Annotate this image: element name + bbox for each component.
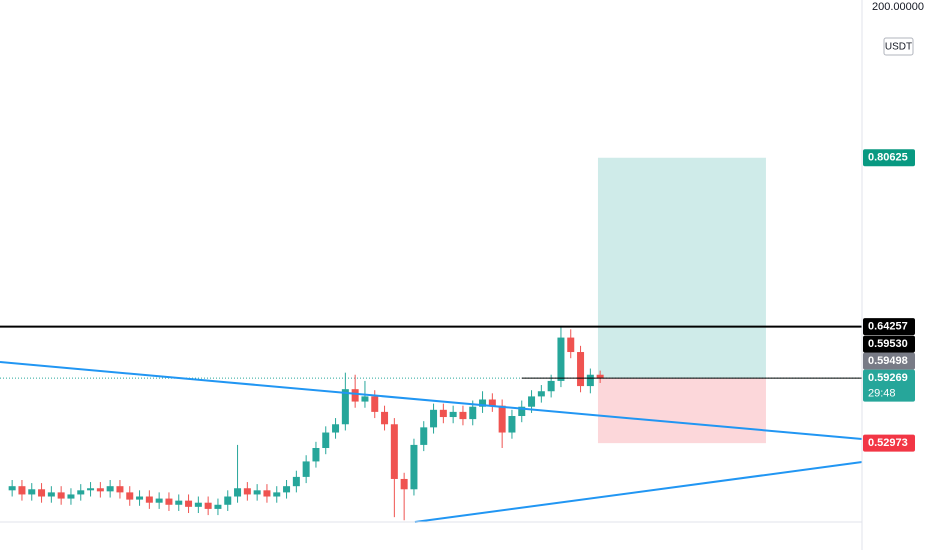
candle-body bbox=[204, 502, 212, 509]
candle-body bbox=[28, 489, 36, 495]
candle-body bbox=[145, 496, 153, 503]
candle-body bbox=[586, 374, 594, 387]
candle-body bbox=[439, 409, 447, 418]
candle-body bbox=[136, 496, 144, 500]
candle-body bbox=[537, 391, 545, 397]
candle-body bbox=[322, 432, 330, 449]
candle-body bbox=[165, 498, 173, 505]
candle-body bbox=[371, 396, 379, 412]
candle-body bbox=[390, 424, 398, 479]
candle-body bbox=[420, 427, 428, 445]
candle-body bbox=[77, 490, 85, 495]
candle-body bbox=[351, 389, 359, 402]
candle-body bbox=[469, 406, 477, 420]
candle-body bbox=[194, 502, 202, 507]
candle-body bbox=[224, 496, 232, 505]
candle-body bbox=[243, 488, 251, 495]
countdown: 29:48 bbox=[868, 388, 896, 400]
trendline bbox=[414, 461, 863, 523]
candle-body bbox=[488, 399, 496, 406]
candle-body bbox=[332, 424, 340, 433]
candle-body bbox=[175, 500, 183, 505]
candle-body bbox=[292, 476, 300, 487]
currency-box[interactable] bbox=[883, 37, 914, 56]
candle-body bbox=[234, 488, 242, 497]
candle-body bbox=[479, 399, 487, 407]
candle-body bbox=[528, 396, 536, 407]
candle-body bbox=[596, 374, 604, 379]
candle-body bbox=[67, 494, 75, 499]
price-badge-label: 0.80625 bbox=[868, 152, 908, 164]
candle-body bbox=[96, 488, 104, 492]
price-badge-label: 0.59530 bbox=[868, 338, 908, 350]
price-badge-label: 0.59498 bbox=[868, 355, 908, 367]
candle-body bbox=[312, 448, 320, 462]
candle-body bbox=[567, 337, 575, 353]
candle-body bbox=[106, 486, 114, 492]
candle-body bbox=[341, 389, 349, 425]
price-badge bbox=[863, 352, 915, 370]
candle-body bbox=[557, 337, 565, 381]
candle-body bbox=[400, 478, 408, 490]
candle-body bbox=[18, 486, 26, 495]
candle-body bbox=[518, 406, 526, 417]
candle-body bbox=[508, 416, 516, 433]
candle-body bbox=[381, 411, 389, 425]
currency: USDT bbox=[885, 42, 912, 53]
candle-body bbox=[459, 411, 467, 420]
candle-body bbox=[38, 489, 46, 497]
candle-body bbox=[155, 498, 163, 503]
candle-body bbox=[253, 490, 261, 495]
candle-body bbox=[498, 405, 506, 433]
candle-body bbox=[214, 504, 222, 509]
candle-body bbox=[577, 352, 585, 387]
candle-body bbox=[126, 492, 134, 500]
price-badge bbox=[863, 149, 915, 167]
price-badge bbox=[863, 434, 915, 452]
candle-body bbox=[185, 500, 193, 507]
candle-body bbox=[430, 409, 438, 428]
price-badge-label: 0.64257 bbox=[868, 321, 908, 333]
candle-body bbox=[8, 486, 16, 491]
candle-body bbox=[57, 492, 65, 499]
candle-body bbox=[283, 486, 291, 493]
stop-zone bbox=[597, 378, 766, 444]
candle-body bbox=[116, 486, 124, 493]
price-badge-label: 0.52973 bbox=[868, 437, 908, 449]
candle-body bbox=[410, 444, 418, 490]
candle-body bbox=[263, 490, 271, 497]
price-badge bbox=[863, 335, 915, 353]
top-label: 200.00000 bbox=[872, 1, 924, 13]
candle-body bbox=[87, 488, 95, 491]
candle-body bbox=[449, 411, 457, 418]
price-badge-label: 0.59269 bbox=[868, 372, 908, 384]
candle-body bbox=[361, 396, 369, 402]
candle-body bbox=[302, 461, 310, 477]
candle-body bbox=[547, 380, 555, 392]
candle-body bbox=[273, 492, 281, 497]
price-badge bbox=[863, 318, 915, 336]
trendline bbox=[0, 361, 863, 441]
price-badge bbox=[863, 369, 915, 402]
candle-body bbox=[47, 492, 55, 497]
target-zone bbox=[597, 157, 766, 379]
